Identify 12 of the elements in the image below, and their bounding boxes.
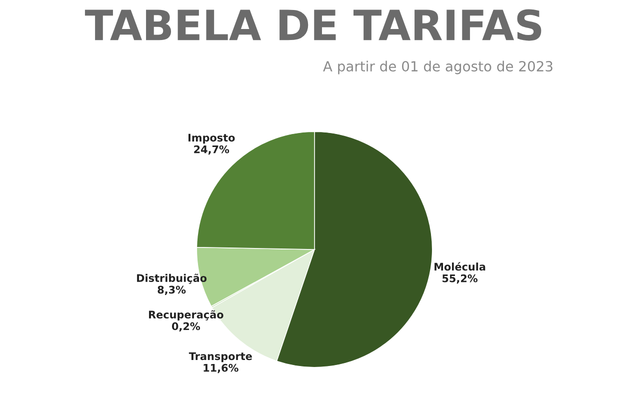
slice-label: Molécula [434, 262, 486, 271]
data-label: 24,7% [194, 145, 230, 155]
slice-label: Imposto [188, 134, 235, 144]
chart-subtitle: A partir de 01 de agosto de 2023 [323, 60, 552, 74]
chart-title: TABELA DE TARIFAS [84, 9, 542, 41]
slice-label: Recuperação [149, 310, 224, 321]
slice-label: Distribuição [137, 274, 207, 284]
data-label: 55,2% [442, 274, 478, 284]
data-label: 8,3% [158, 286, 186, 295]
data-label: 0,2% [172, 322, 200, 332]
slice-label: Transporte [188, 352, 252, 362]
data-label: 11,6% [204, 364, 238, 374]
